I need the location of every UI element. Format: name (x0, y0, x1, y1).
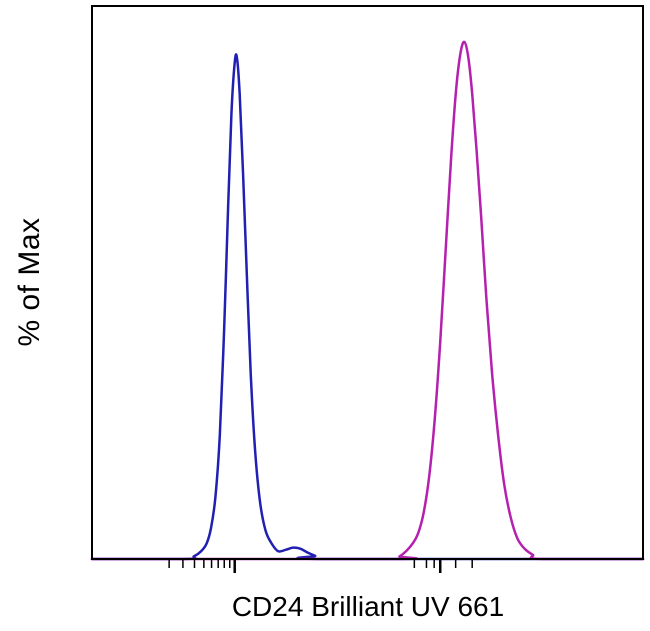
magenta-histogram-curve (90, 40, 645, 561)
plot-border (91, 5, 644, 560)
blue-histogram-curve (90, 53, 645, 561)
x-axis-label: CD24 Brilliant UV 661 (231, 591, 505, 622)
